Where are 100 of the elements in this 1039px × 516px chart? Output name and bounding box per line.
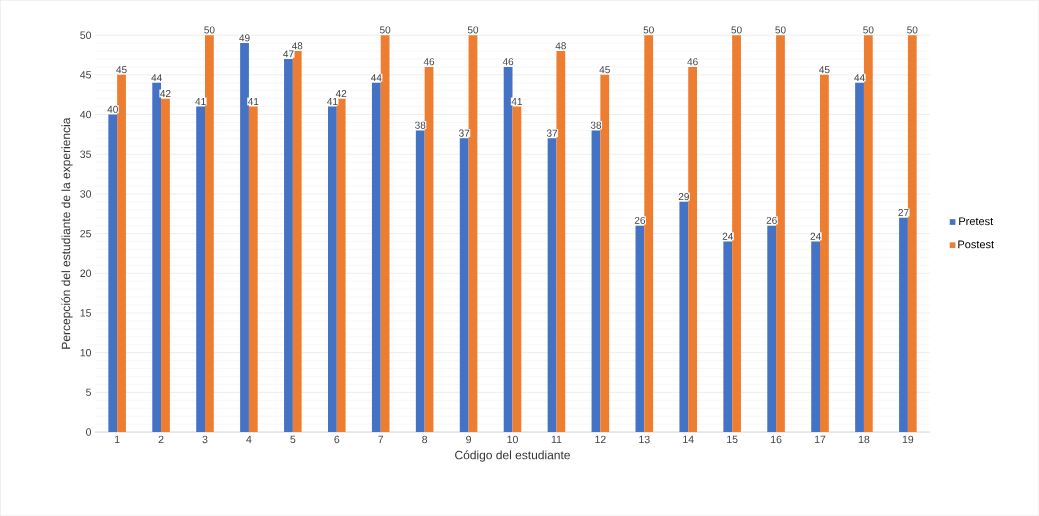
bar <box>776 35 785 432</box>
data-label: 44 <box>151 74 162 82</box>
bar <box>336 98 346 432</box>
data-label: 47 <box>283 50 294 58</box>
x-tick-label: 17 <box>814 435 826 443</box>
x-tick-label: 4 <box>246 435 252 443</box>
y-tick-label: 30 <box>80 190 92 198</box>
bar <box>855 82 864 432</box>
data-label: 37 <box>459 129 470 137</box>
bar <box>512 106 522 432</box>
data-label: 50 <box>775 26 786 34</box>
data-label: 45 <box>819 66 830 74</box>
data-label: 49 <box>239 34 250 42</box>
bar <box>863 35 873 432</box>
data-label: 41 <box>195 97 206 105</box>
x-tick-label: 11 <box>551 435 562 443</box>
data-label: 38 <box>415 121 426 129</box>
bar <box>240 43 249 432</box>
bar <box>292 50 302 432</box>
bar <box>424 66 434 432</box>
bar <box>152 82 162 432</box>
x-tick-label: 8 <box>422 435 428 444</box>
data-label: 46 <box>687 58 698 66</box>
bar <box>820 74 829 432</box>
bar <box>732 35 741 432</box>
data-label: 24 <box>810 232 821 240</box>
x-tick-label: 3 <box>202 435 208 444</box>
bar <box>380 35 390 432</box>
bar <box>117 74 126 432</box>
data-label: 50 <box>643 26 654 34</box>
bar <box>547 138 557 432</box>
data-label: 38 <box>590 121 602 129</box>
bar <box>907 35 917 432</box>
x-tick-label: 14 <box>683 435 694 443</box>
data-label: 41 <box>511 97 522 105</box>
data-label: 48 <box>555 42 566 50</box>
y-tick-label: 50 <box>80 31 92 39</box>
bar <box>503 66 513 432</box>
data-label: 45 <box>599 66 610 74</box>
bar <box>679 201 689 432</box>
x-tick-label: 16 <box>771 435 782 444</box>
data-label: 50 <box>731 26 742 34</box>
legend-label: Postest <box>958 240 995 249</box>
y-axis-title: Percepción del estudiante de la experiencia <box>61 117 73 349</box>
data-label: 50 <box>907 26 918 34</box>
data-label: 45 <box>116 66 127 74</box>
bar <box>108 114 118 432</box>
x-tick-label: 13 <box>639 435 650 444</box>
x-tick-label: 2 <box>158 435 164 443</box>
x-tick-label: 15 <box>727 435 738 443</box>
x-tick-label: 7 <box>378 435 384 443</box>
bar <box>468 35 478 432</box>
bar <box>284 58 293 432</box>
data-label: 50 <box>863 26 874 34</box>
data-label: 26 <box>766 216 777 224</box>
x-tick-label: 1 <box>115 435 120 443</box>
bar <box>161 98 170 432</box>
data-label: 27 <box>898 208 909 216</box>
x-tick-label: 5 <box>290 435 296 443</box>
y-tick-label: 40 <box>80 110 92 119</box>
data-label: 44 <box>371 74 382 82</box>
bar <box>688 66 698 432</box>
x-tick-label: 12 <box>595 435 606 443</box>
bar <box>591 130 601 432</box>
bar <box>811 241 821 432</box>
x-tick-label: 18 <box>858 435 870 444</box>
bar <box>767 225 777 432</box>
data-label: 50 <box>379 26 391 34</box>
legend-label: Pretest <box>959 217 994 226</box>
bar <box>248 106 258 432</box>
bar <box>899 217 908 432</box>
data-label: 50 <box>204 26 215 34</box>
x-tick-label: 9 <box>466 435 471 444</box>
bar <box>415 130 425 432</box>
data-label: 50 <box>467 26 479 34</box>
bar <box>196 106 205 432</box>
y-tick-label: 35 <box>80 150 92 158</box>
data-label: 42 <box>160 89 171 97</box>
x-axis-title: Código del estudiante <box>455 450 570 462</box>
bar <box>556 50 566 432</box>
bar <box>459 138 469 432</box>
data-label: 40 <box>107 105 118 113</box>
data-label: 41 <box>248 97 259 105</box>
y-tick-label: 20 <box>80 269 92 277</box>
y-tick-label: 15 <box>80 309 92 317</box>
bar <box>635 225 645 432</box>
data-label: 42 <box>335 89 347 97</box>
data-label: 37 <box>546 129 558 137</box>
data-label: 46 <box>423 58 435 66</box>
data-label: 24 <box>722 232 734 240</box>
data-label: 44 <box>854 74 865 82</box>
y-tick-label: 10 <box>80 348 92 357</box>
bar <box>723 241 733 432</box>
data-label: 26 <box>634 216 646 224</box>
bar <box>371 82 381 432</box>
bar <box>600 74 610 432</box>
y-tick-label: 0 <box>86 428 92 436</box>
data-label: 29 <box>678 192 689 201</box>
x-tick-label: 10 <box>507 435 518 444</box>
data-label: 41 <box>327 97 338 105</box>
